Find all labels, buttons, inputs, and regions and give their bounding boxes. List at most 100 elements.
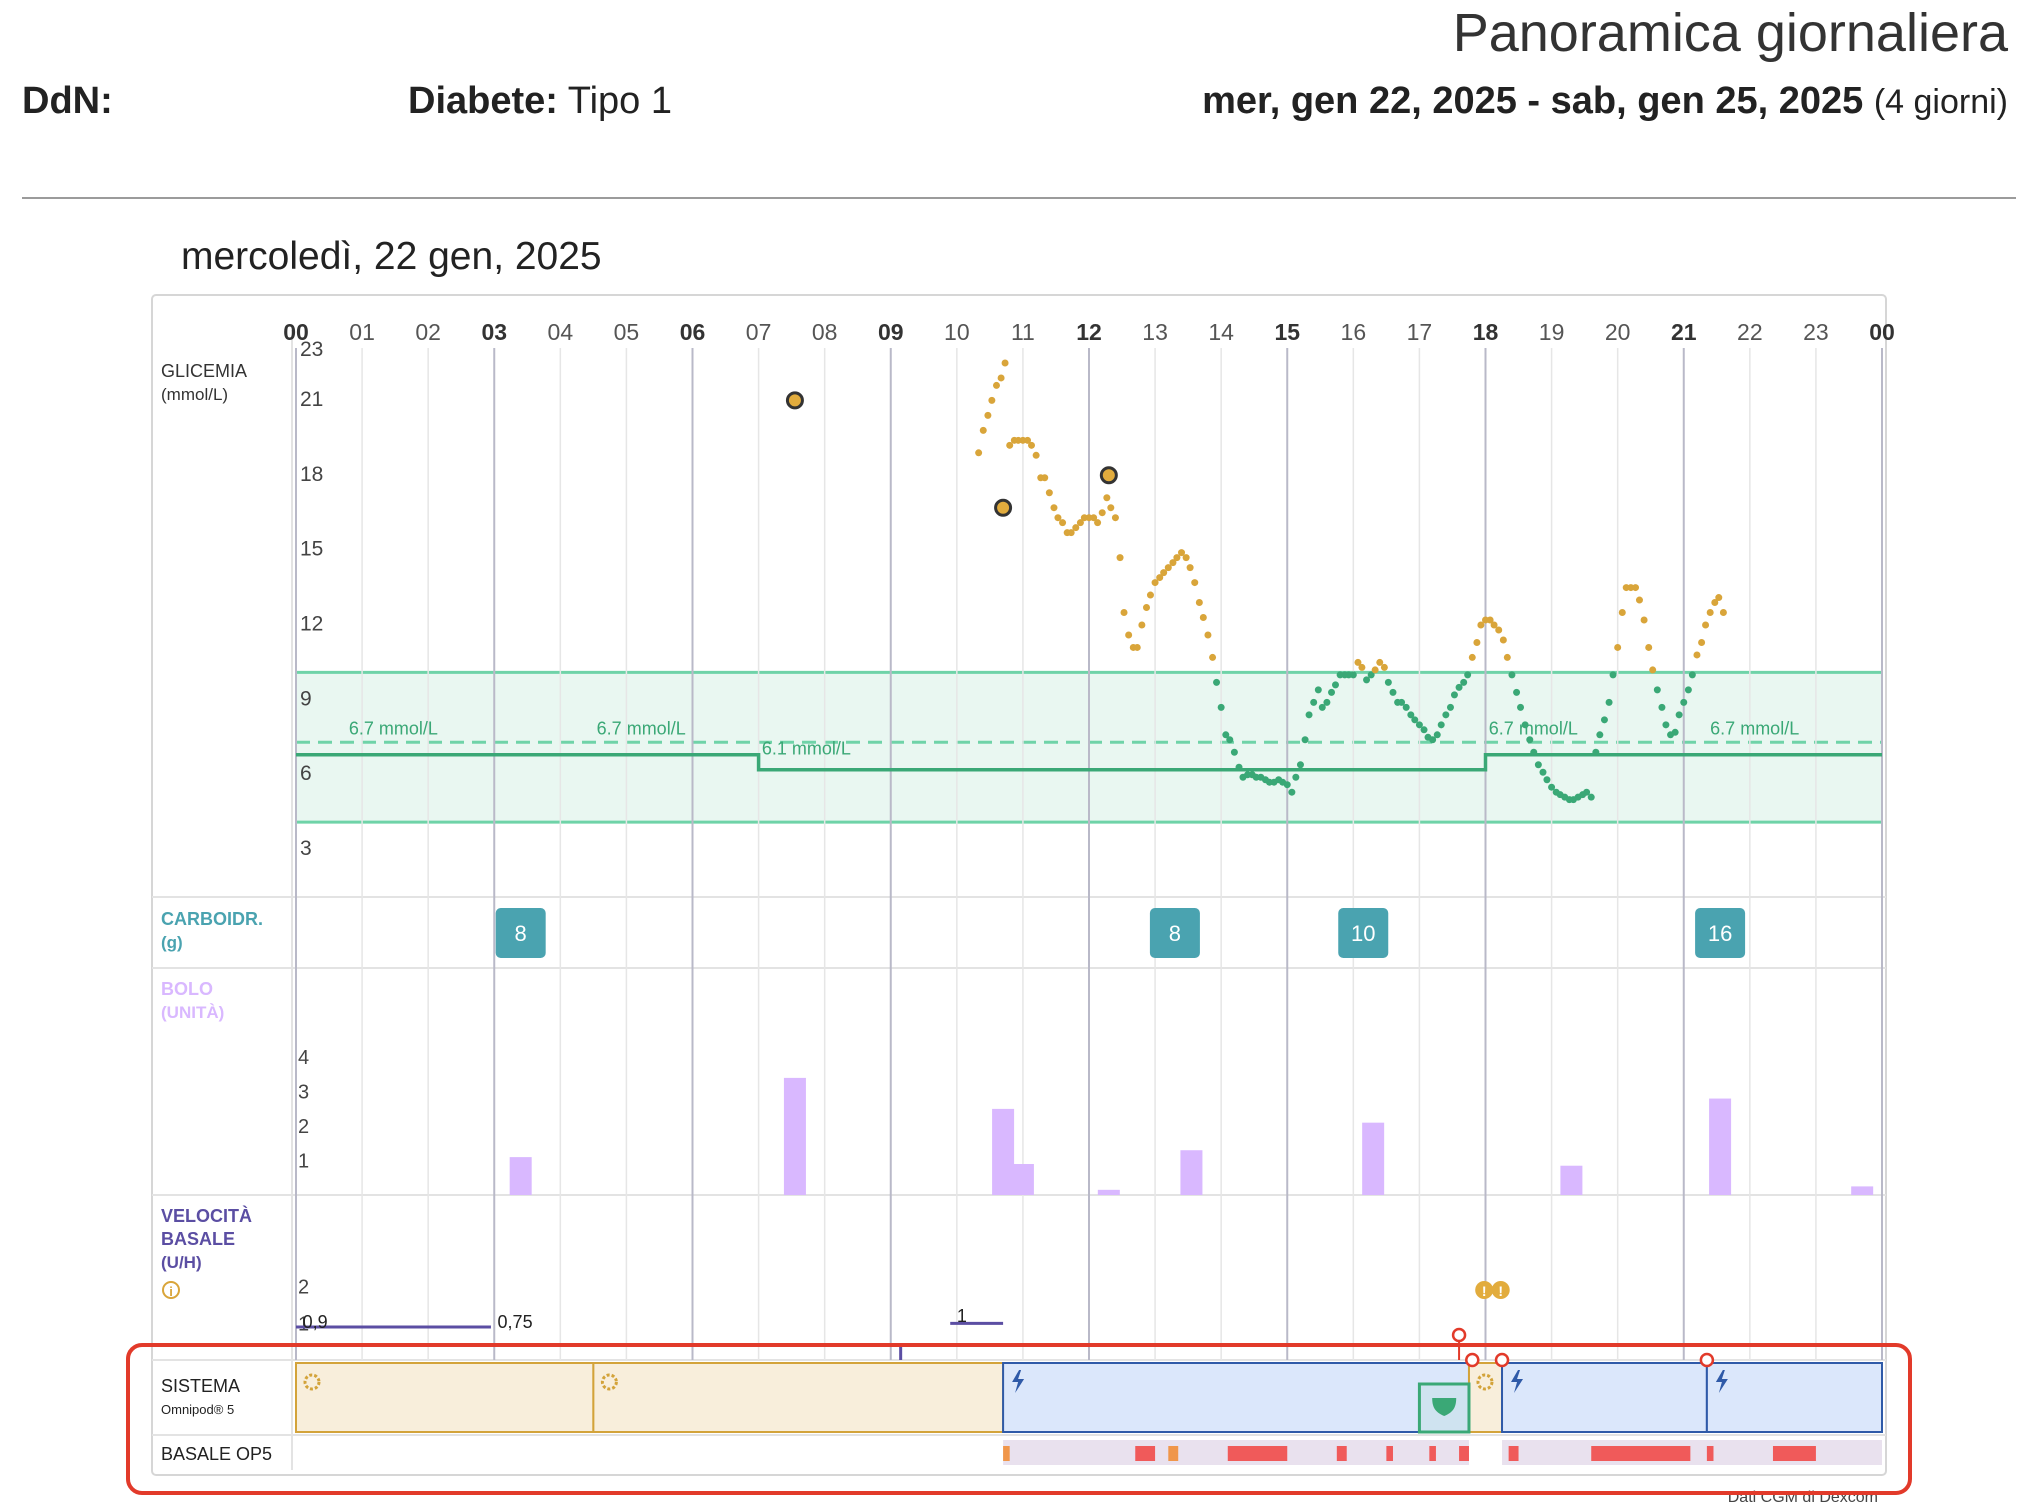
cgm-point: [1054, 514, 1062, 522]
cgm-point: [1684, 686, 1692, 694]
cgm-point: [1442, 711, 1450, 719]
cgm-point: [1120, 609, 1128, 617]
cgm-point: [1609, 671, 1617, 679]
cgm-point: [997, 374, 1005, 382]
cgm-point: [1420, 726, 1428, 734]
alarm-marker: [1699, 1352, 1715, 1368]
cgm-point: [1169, 559, 1177, 567]
basal-op5-block: [1459, 1446, 1469, 1461]
cgm-point: [1450, 691, 1458, 699]
cgm-point: [1495, 626, 1503, 634]
hour-label: 22: [1737, 319, 1763, 345]
hour-label: 01: [349, 319, 375, 345]
bolus-bar: [1097, 1189, 1120, 1195]
cgm-point: [1693, 651, 1701, 659]
days-count: (4 giorni): [1873, 83, 2008, 121]
cgm-point: [988, 396, 996, 404]
cgm-point: [1050, 504, 1058, 512]
bolus-tick-label: 4: [298, 1047, 309, 1069]
basal-row-label-2: BASALE: [161, 1229, 235, 1249]
cgm-point: [1111, 514, 1119, 522]
cgm-point: [1398, 698, 1406, 706]
cgm-point: [1072, 524, 1080, 532]
basal-value-label: 0,75: [498, 1312, 533, 1332]
bolt-icon: [1012, 1370, 1025, 1393]
cgm-point: [1204, 631, 1212, 639]
cgm-point: [1503, 653, 1511, 661]
bolt-icon: [1715, 1370, 1728, 1393]
cgm-point: [1499, 636, 1507, 644]
cgm-point: [1363, 676, 1371, 684]
carbs-row-label: CARBOIDR.: [161, 909, 263, 929]
cgm-point: [1323, 698, 1331, 706]
alarm-marker: [1451, 1327, 1467, 1343]
bg-meter-reading: [785, 391, 804, 410]
cgm-point: [1380, 663, 1388, 671]
cgm-point: [1182, 554, 1190, 562]
cgm-point: [1314, 686, 1322, 694]
hour-label: 08: [812, 319, 838, 345]
bolus-bar: [509, 1157, 532, 1195]
cgm-point: [1138, 621, 1146, 629]
date-range: mer, gen 22, 2025 - sab, gen 25, 2025 (4…: [1202, 80, 2008, 123]
cgm-point: [1067, 529, 1075, 537]
cgm-point: [1222, 731, 1230, 739]
warning-icon: [1491, 1281, 1510, 1299]
cgm-point: [1160, 569, 1168, 577]
cgm-point: [992, 381, 1000, 389]
cgm-point: [1032, 451, 1040, 459]
cgm-point: [1098, 509, 1106, 517]
system-automated-segment: [1501, 1362, 1708, 1433]
cgm-point: [1156, 574, 1164, 582]
warning-icon-glyph: !: [1498, 1283, 1503, 1299]
basal-tick-label: 1: [298, 1313, 309, 1335]
target-label: 6.7 mmol/L: [1710, 718, 1799, 738]
cgm-point: [975, 449, 983, 457]
cgm-point: [1001, 359, 1009, 367]
cgm-point: [1640, 616, 1648, 624]
glucose-unit-label: (mmol/L): [161, 385, 228, 404]
alarm-marker: [1465, 1352, 1480, 1368]
cgm-point: [1151, 579, 1159, 587]
bolus-bar: [1709, 1098, 1732, 1195]
basal-op5-block: [1772, 1446, 1816, 1461]
basal-op5-gap: [1468, 1440, 1503, 1465]
cgm-point: [1526, 736, 1534, 744]
warning-icon-glyph: !: [1482, 1283, 1487, 1299]
system-automated-segment: [1705, 1362, 1883, 1433]
cgm-point: [1389, 688, 1397, 696]
cgm-point: [1125, 631, 1133, 639]
cgm-point: [1539, 768, 1547, 776]
hour-label: 17: [1407, 319, 1433, 345]
cgm-point: [1191, 579, 1199, 587]
hour-label: 12: [1076, 319, 1102, 345]
cgm-point: [1411, 716, 1419, 724]
hour-label: 07: [746, 319, 772, 345]
basal-op5-block: [1168, 1446, 1179, 1461]
cgm-point: [1675, 711, 1683, 719]
cgm-point: [1508, 671, 1516, 679]
cgm-point: [1429, 736, 1437, 744]
cgm-point: [1468, 653, 1476, 661]
target-label: 6.7 mmol/L: [349, 718, 438, 738]
basal-op5-block: [1336, 1446, 1347, 1461]
cgm-point: [1107, 504, 1115, 512]
cgm-point: [1605, 698, 1613, 706]
hour-label: 02: [415, 319, 441, 345]
basal-op5-block: [1508, 1446, 1519, 1461]
warning-icon: [1475, 1281, 1494, 1299]
cgm-point: [1583, 788, 1591, 796]
carbs-unit-label: (g): [161, 933, 183, 952]
cgm-point: [1433, 731, 1441, 739]
cgm-point: [1045, 489, 1053, 497]
dob-label: DdN:: [22, 80, 113, 122]
bg-meter-reading: [994, 498, 1013, 517]
hour-label: 23: [1803, 319, 1829, 345]
glucose-tick-label: 12: [300, 613, 323, 636]
basal-value-label: 1: [957, 1306, 967, 1326]
cgm-point: [1059, 519, 1067, 527]
cgm-point: [1296, 761, 1304, 769]
cgm-point: [1530, 748, 1538, 756]
highlight-box: [126, 1343, 1912, 1495]
hour-label: 11: [1011, 319, 1035, 345]
